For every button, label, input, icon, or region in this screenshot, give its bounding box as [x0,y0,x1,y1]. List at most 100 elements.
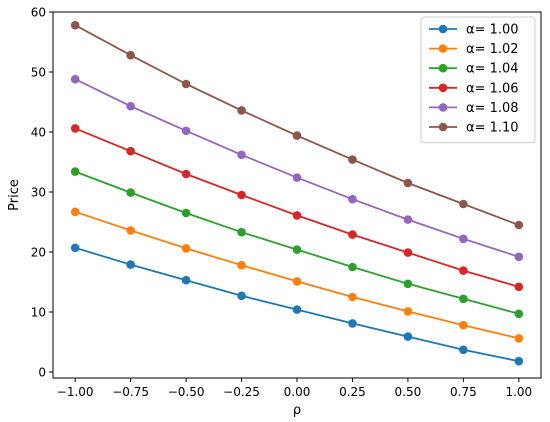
data-point [181,275,191,285]
series-4 [70,124,524,292]
legend-marker [438,122,448,132]
data-point [70,124,80,133]
legend-entry: α= 1.08 [429,101,519,116]
data-point [181,79,191,89]
series-3 [70,167,524,319]
x-tick-label: 1.00 [505,385,532,399]
data-point [459,345,468,355]
data-point [403,279,413,289]
x-tick-label: 0.00 [284,385,311,399]
data-point [181,244,191,253]
y-axis-label: Price [7,179,22,211]
data-point [403,178,413,188]
legend-marker [438,63,448,73]
x-tick-label: −1.00 [57,385,94,399]
x-axis-label: ρ [293,403,301,418]
legend: α= 1.00 α= 1.02 α= 1.04 α= 1.06 α= 1.08 α= 1.… [420,16,536,144]
data-point [237,190,246,200]
series-2 [70,207,524,343]
data-point [292,245,302,254]
data-point [292,173,302,182]
data-point [459,320,468,330]
data-point [237,150,246,160]
data-point [237,227,246,237]
plot-area [70,20,524,366]
data-point [403,332,413,341]
legend-label: α= 1.06 [466,81,519,96]
legend-entry: α= 1.00 [429,23,519,38]
data-point [514,356,524,366]
legend-entry: α= 1.04 [429,62,519,77]
data-point [126,260,135,269]
data-point [237,291,246,301]
series-1 [70,243,524,366]
legend-label: α= 1.00 [466,23,519,38]
y-tick-label: 50 [31,66,46,80]
data-point [459,294,468,304]
data-point [348,230,357,239]
data-point [70,167,80,176]
data-point [403,248,413,257]
data-point [237,106,246,115]
series-5 [70,74,524,262]
series-6 [70,20,524,230]
y-tick-label: 40 [31,126,46,140]
data-point [514,309,524,319]
legend-label: α= 1.08 [466,101,519,116]
data-point [403,215,413,224]
data-point [126,226,135,235]
legend-marker [438,103,448,112]
x-tick-label: −0.50 [168,385,205,399]
data-point [181,126,191,136]
legend-entry: α= 1.10 [429,121,519,136]
data-point [514,334,524,343]
data-point [70,207,80,217]
data-point [292,131,302,140]
data-point [514,252,524,262]
y-tick-label: 0 [38,366,46,380]
data-point [348,262,357,272]
data-point [292,277,302,286]
y-tick-label: 20 [31,246,46,260]
data-point [126,50,135,60]
data-point [292,211,302,220]
data-point [70,243,80,253]
data-point [237,260,246,270]
data-point [403,307,413,316]
legend-entry: α= 1.06 [429,81,519,96]
x-tick-label: 0.75 [450,385,477,399]
data-point [459,199,468,209]
data-point [459,266,468,275]
legend-entry: α= 1.02 [429,42,519,57]
legend-label: α= 1.10 [466,121,519,136]
x-tick-label: 0.25 [339,385,366,399]
data-point [348,194,357,204]
data-point [70,20,80,30]
y-tick-label: 10 [31,306,46,320]
data-point [459,234,468,244]
data-point [70,74,80,84]
axis-ticks: −1.00 −0.75 −0.50 −0.25 0.00 0.25 0.50 0.75 1.00… [31,6,532,400]
y-tick-label: 30 [31,186,46,200]
legend-marker [438,24,448,34]
data-point [126,188,135,197]
data-point [181,169,191,179]
data-point [126,101,135,111]
data-point [348,319,357,328]
legend-label: α= 1.02 [466,42,519,57]
data-point [514,220,524,230]
data-point [514,282,524,292]
data-point [181,208,191,218]
data-point [292,305,302,314]
data-point [348,292,357,302]
legend-marker [438,44,448,53]
x-tick-label: −0.25 [223,385,260,399]
data-point [126,146,135,156]
data-point [348,155,357,164]
x-tick-label: −0.75 [112,385,149,399]
x-tick-label: 0.50 [395,385,422,399]
y-tick-label: 60 [31,6,46,20]
legend-marker [438,83,448,93]
legend-label: α= 1.04 [466,62,519,77]
